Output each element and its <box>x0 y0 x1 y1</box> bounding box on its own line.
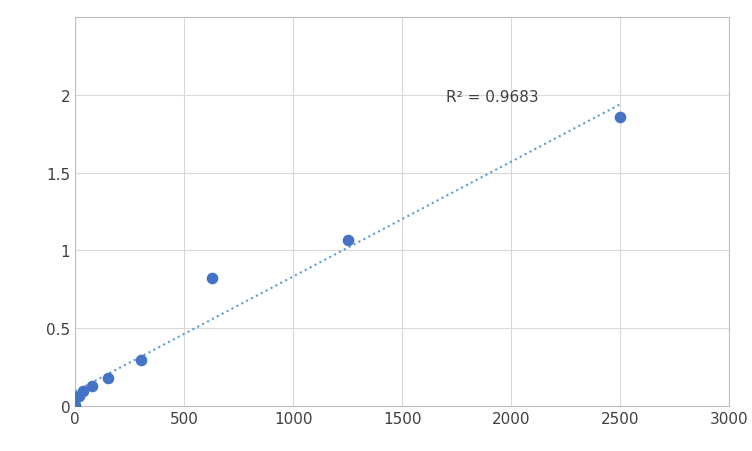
Text: R² = 0.9683: R² = 0.9683 <box>446 90 538 105</box>
Point <box>102 374 114 382</box>
Point <box>69 402 81 409</box>
Point <box>205 275 217 282</box>
Point <box>614 115 626 122</box>
Point <box>341 237 353 244</box>
Point <box>73 393 85 400</box>
Point <box>135 357 147 364</box>
Point <box>86 382 98 389</box>
Point <box>77 387 89 395</box>
